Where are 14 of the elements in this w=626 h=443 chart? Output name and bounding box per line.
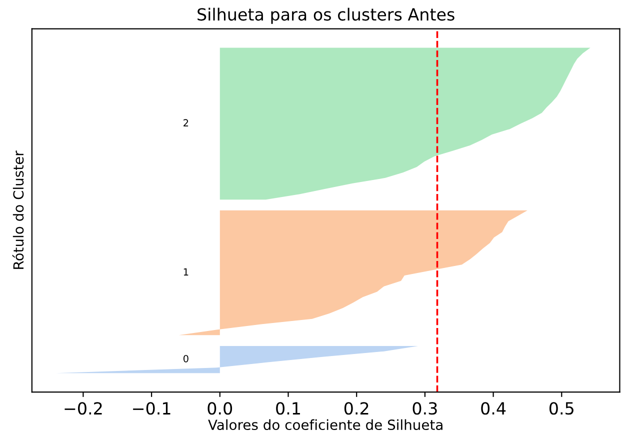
annotation: 1 (184, 268, 188, 276)
x-tick-label: 0.1 (276, 402, 300, 415)
x-tick-label: −0.1 (133, 402, 170, 415)
annotation: 0 (183, 354, 188, 362)
x-tick-label: 0.5 (549, 402, 574, 415)
chart-title: Silhueta para os clusters Antes (198, 8, 454, 24)
y-axis-title: Rótulo do Cluster (12, 150, 24, 269)
x-tick-label: 0.2 (344, 402, 368, 415)
x-tick-label: 0.4 (481, 402, 506, 415)
annotation: 2 (184, 119, 188, 126)
x-tick-label: 0.0 (208, 402, 232, 415)
x-tick-label: −0.2 (64, 402, 102, 415)
x-tick-label: 0.3 (412, 402, 437, 415)
x-axis-title: Valores do coeficiente de Silhueta (208, 419, 442, 430)
